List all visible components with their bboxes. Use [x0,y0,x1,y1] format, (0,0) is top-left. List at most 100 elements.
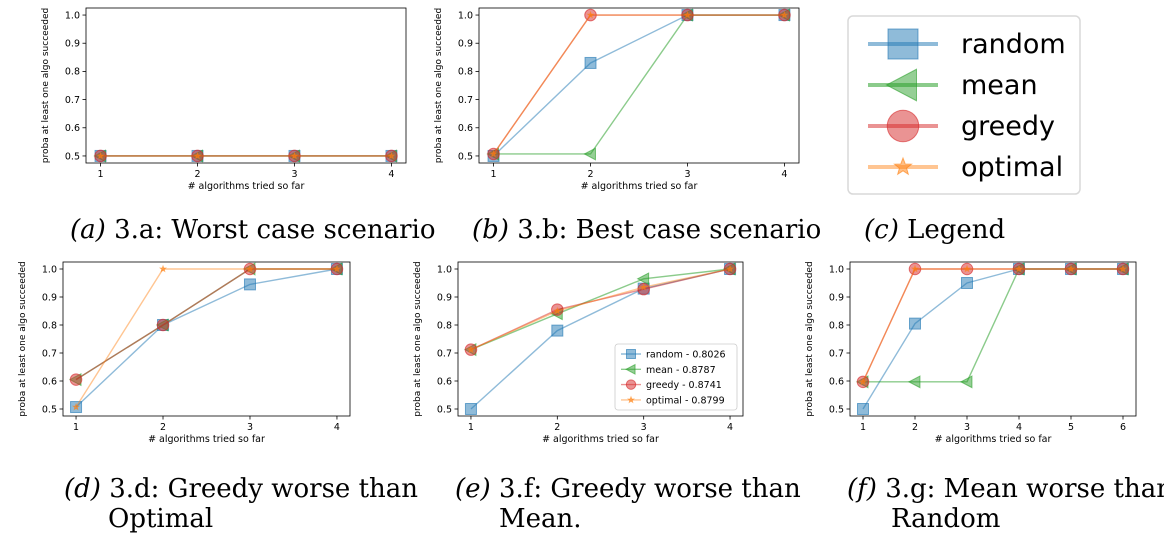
legend-label-greedy: greedy [961,111,1055,142]
y-tick-label: 0.8 [829,320,844,331]
data-point-mean [583,147,596,161]
chart-d: 1 2 3 4 0.5 0.6 0.7 0.8 0.9 1.0 # algorithms tried… [18,261,351,445]
inner-legend: random - 0.8026 mean - 0.8787 greedy - 0.8… [614,343,738,411]
x-tick-label: 3 [291,169,297,180]
caption-a: (a) 3.a: Worst case scenario [70,215,435,245]
x-tick-label: 2 [160,422,166,433]
data-point-optimal [726,264,735,273]
x-axis-label: # algorithms tried so far [188,181,305,192]
y-tick-label: 0.9 [458,39,473,50]
x-tick-label: 3 [684,169,690,180]
series-line-optimal [492,14,785,155]
y-tick-label: 0.7 [42,348,57,359]
y-tick-label: 0.5 [829,404,844,415]
data-point-mean [907,375,921,389]
data-point-optimal [1014,264,1024,273]
plot-frame [62,261,351,417]
y-tick-label: 0.7 [437,348,452,359]
x-axis-label: # algorithms tried so far [542,434,659,445]
x-tick-label: 4 [727,422,733,433]
y-tick-label: 0.9 [42,292,57,303]
data-point-random [551,324,564,337]
x-tick-label: 4 [334,422,340,433]
inner-legend-marker-mean [624,363,636,375]
x-tick-label: 1 [98,169,104,180]
y-tick-label: 1.0 [437,264,452,275]
y-tick-label: 0.7 [65,95,80,106]
inner-legend-marker-random [626,349,636,359]
caption-e-line2: Mean. [499,504,582,534]
inner-legend-label-mean: mean - 0.8787 [646,365,716,376]
inner-legend-marker-optimal [626,395,636,404]
x-tick-label: 1 [491,169,497,180]
x-tick-label: 1 [73,422,79,433]
data-point-optimal [780,10,789,19]
inner-legend-label-random: random - 0.8026 [646,350,726,361]
y-tick-label: 0.9 [65,39,80,50]
y-tick-label: 0.7 [829,348,844,359]
y-tick-label: 0.6 [437,376,452,387]
y-tick-label: 1.0 [65,10,80,21]
data-point-random [909,317,921,330]
series-line-random [75,268,338,408]
legend-marker-greedy [886,109,920,143]
caption-d-line2: Optimal [108,504,214,534]
series-line-mean [863,268,1123,383]
x-axis-label: # algorithms tried so far [581,181,698,192]
plot-frame [457,261,744,417]
data-point-optimal [1118,264,1128,273]
y-tick-label: 1.0 [829,264,844,275]
series-line-optimal [470,268,731,351]
x-axis-label: # algorithms tried so far [148,434,265,445]
y-tick-label: 0.6 [458,123,473,134]
x-tick-label: 1 [468,422,474,433]
legend-panel: random mean greedy optimal [847,15,1081,195]
data-point-random [584,56,597,69]
caption-a-text: 3.a: Worst case scenario [114,215,436,245]
y-tick-label: 0.6 [42,376,57,387]
data-point-optimal [332,264,341,273]
data-point-random [961,277,973,289]
y-tick-label: 0.6 [829,376,844,387]
x-tick-label: 1 [860,422,866,433]
caption-f: (f) 3.g: Mean worse than Random [847,474,1164,534]
plot-frame [849,261,1137,417]
caption-f-label: (f) [847,474,877,504]
data-point-optimal [245,264,255,273]
x-tick-label: 2 [912,422,918,433]
legend-label-mean: mean [961,70,1038,101]
y-tick-label: 0.9 [829,292,844,303]
caption-c-text: Legend [907,215,1006,245]
y-axis-label: proba at least one algo succeeded [434,8,444,163]
caption-c-label: (c) [864,215,899,245]
data-point-optimal [1066,264,1076,273]
x-tick-label: 3 [247,422,253,433]
data-point-optimal [158,264,168,273]
legend-marker-optimal [893,156,913,176]
data-point-optimal [387,151,396,160]
data-point-optimal [489,149,498,158]
caption-d-label: (d) [64,474,101,504]
y-tick-label: 0.6 [65,123,80,134]
y-tick-label: 1.0 [458,10,473,21]
data-point-optimal [858,377,868,386]
data-point-greedy [69,373,83,386]
legend-label-optimal: optimal [961,152,1063,183]
y-tick-label: 0.9 [437,292,452,303]
caption-b-text: 3.b: Best case scenario [517,215,822,245]
legend-frame [847,15,1081,195]
data-point-optimal [639,282,648,291]
caption-f-line1: 3.g: Mean worse than [885,474,1164,504]
inner-legend-marker-greedy [625,379,637,390]
data-point-optimal [96,151,105,160]
caption-d-line1: 3.d: Greedy worse than [109,474,419,504]
legend-label-random: random [961,29,1066,60]
y-tick-label: 0.7 [458,95,473,106]
y-axis-label: proba at least one algo succeeded [805,261,815,416]
caption-e: (e) 3.f: Greedy worse than Mean. [455,474,801,534]
y-axis-label: proba at least one algo succeeded [413,261,423,416]
legend-marker-mean [885,68,917,102]
plot-frame [478,7,800,164]
y-tick-label: 0.8 [42,320,57,331]
